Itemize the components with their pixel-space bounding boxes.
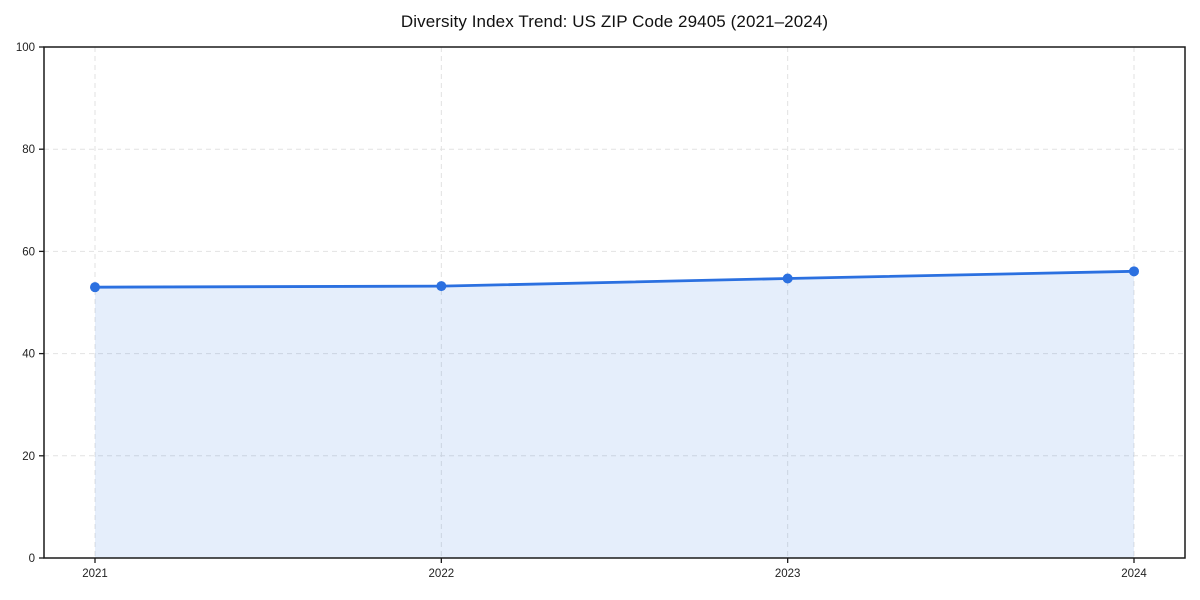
x-axis-tick-label: 2021 bbox=[82, 568, 108, 580]
data-point bbox=[90, 282, 100, 293]
y-axis-tick-label: 40 bbox=[22, 349, 35, 361]
trend-line bbox=[93, 269, 1136, 289]
x-axis-tick-label: 2023 bbox=[775, 568, 801, 580]
chart-title: Diversity Index Trend: US ZIP Code 29405… bbox=[400, 12, 829, 31]
y-axis-tick-label: 0 bbox=[29, 553, 35, 565]
y-axis-tick-label: 80 bbox=[22, 144, 35, 156]
y-axis-tick-label: 100 bbox=[16, 42, 35, 54]
area-fill bbox=[95, 271, 1134, 558]
data-point bbox=[1129, 266, 1139, 277]
y-axis-tick-label: 60 bbox=[22, 246, 35, 258]
data-point bbox=[436, 281, 447, 292]
x-axis-tick-label: 2022 bbox=[429, 568, 455, 580]
y-axis-tick-label: 20 bbox=[22, 451, 35, 463]
data-point bbox=[782, 273, 793, 284]
x-axis-tick-label: 2024 bbox=[1121, 568, 1147, 580]
plot-frame bbox=[43, 46, 1186, 559]
